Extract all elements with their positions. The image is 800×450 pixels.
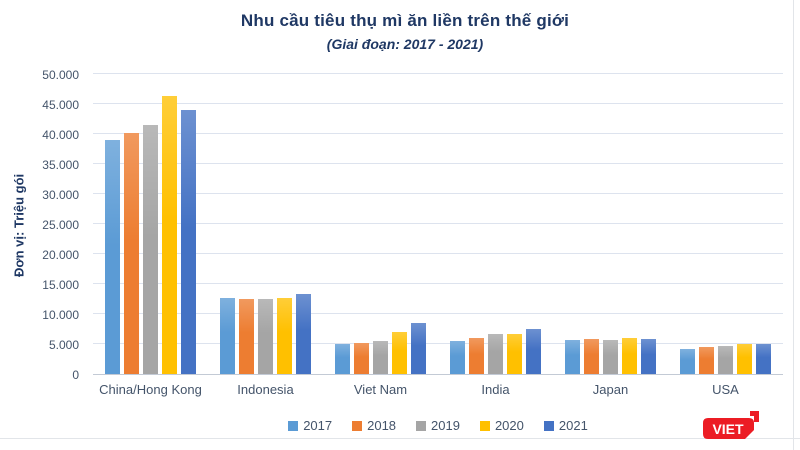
bar-group-indonesia xyxy=(208,75,323,374)
gridline xyxy=(93,133,783,134)
bar-group-japan xyxy=(553,75,668,374)
y-axis-tick-label: 25.000 xyxy=(42,218,79,232)
y-axis-tick-label: 40.000 xyxy=(42,128,79,142)
bar-2019 xyxy=(718,346,733,374)
gridline xyxy=(93,253,783,254)
bar-2017 xyxy=(680,349,695,374)
bar-2020 xyxy=(392,331,407,374)
chart-subtitle: (Giai đoạn: 2017 - 2021) xyxy=(326,36,484,52)
legend-item-2021: 2021 xyxy=(543,418,588,433)
bar-2021 xyxy=(181,110,196,374)
legend-swatch xyxy=(352,420,363,431)
gridline xyxy=(93,163,783,164)
viettimes-logo-graphic: VIET xyxy=(703,411,759,439)
y-axis-tick-label: 50.000 xyxy=(42,68,79,82)
bar-2020 xyxy=(737,343,752,374)
chart-frame-bottom-border xyxy=(0,438,800,439)
y-axis-tick-label: 10.000 xyxy=(42,308,79,322)
gridline xyxy=(93,283,783,284)
bar-2019 xyxy=(603,340,618,374)
x-axis-label: Viet Nam xyxy=(353,382,408,397)
gridline xyxy=(93,313,783,314)
bar-group-viet-nam xyxy=(323,75,438,374)
bar-2020 xyxy=(507,333,522,374)
x-axis-label: Japan xyxy=(592,382,629,397)
bar-2020 xyxy=(277,298,292,374)
bar-2021 xyxy=(296,294,311,374)
legend-item-2018: 2018 xyxy=(352,418,396,433)
legend-item-label: 2019 xyxy=(431,418,460,433)
bar-2017 xyxy=(450,341,465,374)
x-axis-label: China/Hong Kong xyxy=(99,382,202,397)
legend-swatch xyxy=(416,420,427,431)
bar-2018 xyxy=(469,337,484,374)
x-axis-label: Indonesia xyxy=(237,382,294,397)
legend-item-2020: 2020 xyxy=(479,418,524,433)
bar-2020 xyxy=(162,95,177,374)
legend-swatch xyxy=(288,420,299,431)
bar-2021 xyxy=(756,344,771,374)
x-axis-labels: China/Hong Kong Indonesia Viet Nam India Jap… xyxy=(93,382,783,397)
bar-2018 xyxy=(124,132,139,374)
bar-2017 xyxy=(105,140,120,374)
y-axis-tick-label: 20.000 xyxy=(42,248,79,262)
bar-2018 xyxy=(584,339,599,374)
legend-swatch xyxy=(543,420,554,431)
legend-item-2019: 2019 xyxy=(416,418,460,433)
legend-item-label: 2020 xyxy=(494,418,524,433)
chart-frame-right-border xyxy=(793,0,794,450)
bar-2021 xyxy=(641,338,656,374)
bar-2019 xyxy=(373,341,388,374)
bar-2018 xyxy=(699,346,714,374)
bar-2018 xyxy=(354,342,369,374)
chart-title: Nhu cầu tiêu thụ mì ăn liền trên thế giớ… xyxy=(240,11,570,30)
gridline xyxy=(93,193,783,194)
y-axis-tick-label: 45.000 xyxy=(42,98,79,112)
gridline xyxy=(93,223,783,224)
bar-2019 xyxy=(258,298,273,374)
x-axis-label: India xyxy=(481,382,510,397)
viettimes-logo-text: VIET xyxy=(712,421,744,437)
bar-group-india xyxy=(438,75,553,374)
bar-2021 xyxy=(411,322,426,374)
bar-2019 xyxy=(488,333,503,374)
x-axis-label: USA xyxy=(712,382,739,397)
bar-group-china-hong-kong xyxy=(93,75,208,374)
legend-swatch xyxy=(479,420,490,431)
bar-2017 xyxy=(565,340,580,374)
bar-2018 xyxy=(239,298,254,374)
y-axis-tick-label: 35.000 xyxy=(42,158,79,172)
bar-2021 xyxy=(526,328,541,374)
y-axis-tick-label: 5.000 xyxy=(48,338,79,352)
bar-2019 xyxy=(143,125,158,374)
y-axis-tick-label: 30.000 xyxy=(42,188,79,202)
y-axis-tick-label: 15.000 xyxy=(42,278,79,292)
bar-2017 xyxy=(335,343,350,374)
y-axis-tick-labels: 0 5.000 10.000 15.000 20.000 25.000 30.000 35.0… xyxy=(0,68,85,382)
bar-2020 xyxy=(622,338,637,374)
legend-item-label: 2018 xyxy=(367,418,397,433)
plot-area xyxy=(93,73,783,375)
gridline xyxy=(93,103,783,104)
viettimes-logo: VIET xyxy=(702,410,764,447)
gridline xyxy=(93,343,783,344)
legend-item-label: 2021 xyxy=(558,418,588,433)
bar-groups xyxy=(93,75,783,374)
bar-group-usa xyxy=(668,75,783,374)
y-axis-tick-label: 0 xyxy=(72,368,79,382)
bar-2017 xyxy=(220,298,235,374)
gridline xyxy=(93,73,783,74)
legend-item-2017: 2017 xyxy=(288,418,332,433)
legend: 2017 2018 2019 2020 2021 xyxy=(93,418,783,433)
legend-item-label: 2017 xyxy=(303,418,333,433)
